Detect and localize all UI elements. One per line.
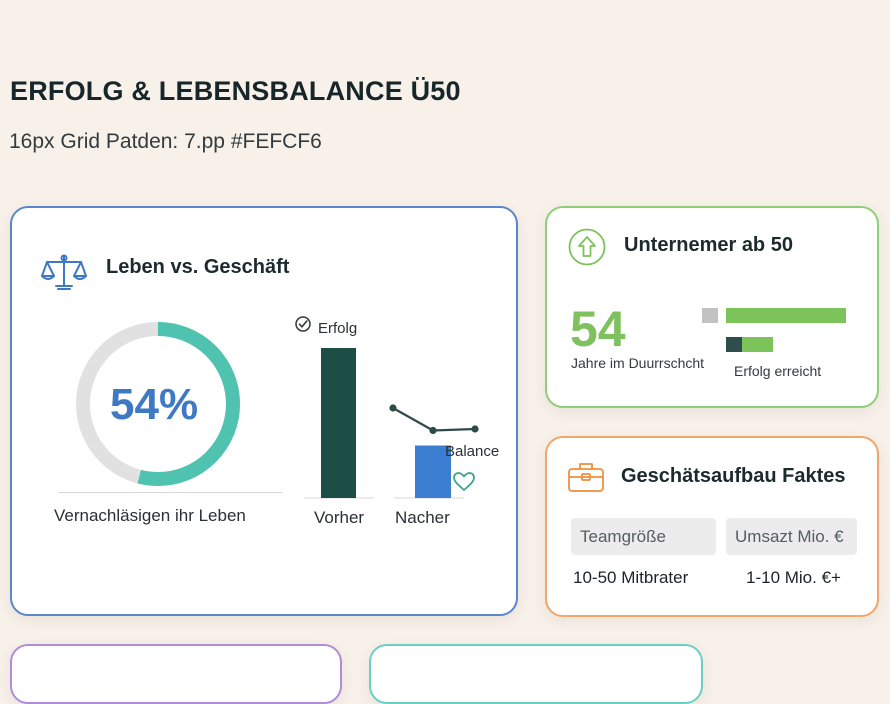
divider — [58, 492, 282, 493]
line-label-balance: Balance — [445, 443, 500, 460]
founder-age-caption: Jahre im Duurrschcht — [571, 355, 705, 371]
balance-point — [471, 425, 479, 433]
balance-point — [429, 426, 437, 435]
page-title: ERFOLG & LEBENSBALANCE Ü50 — [10, 76, 461, 106]
facts-card-title: Geschätsaufbau Faktes — [621, 465, 846, 487]
legend-erfolg: Erfolg — [318, 320, 358, 337]
fact-value-revenue: 1-10 Mio. €+ — [746, 568, 841, 587]
founder-bar-caption: Erfolg erreicht — [734, 363, 822, 379]
bottom-card-purple — [10, 644, 342, 704]
founder-card: Unternemer ab 50 54 Jahre im Duurrschcht… — [545, 206, 879, 408]
success-bar-full — [726, 308, 846, 323]
bar-vorher — [321, 348, 356, 498]
business-facts-card: Geschätsaufbau Faktes Teamgröße Umsazt M… — [545, 436, 879, 617]
check-circle-icon — [295, 316, 311, 332]
life-card-title: Leben vs. Geschäft — [106, 256, 290, 278]
life-balance-card: Leben vs. Geschäft 54% Vernachläsigen ih… — [10, 206, 518, 616]
success-bar-partial — [742, 337, 773, 352]
bottom-card-teal — [369, 644, 703, 704]
balance-scale-icon — [41, 254, 87, 290]
arrow-up-circle-icon — [568, 228, 606, 266]
donut-progress-arc — [76, 322, 240, 486]
neglect-life-donut — [76, 322, 240, 486]
category-label-vorher: Vorher — [314, 508, 365, 527]
page-subtitle: 16px Grid Patden: 7.pp #FEFCF6 — [9, 130, 322, 153]
fact-header-revenue: Umsazt Mio. € — [726, 518, 857, 555]
fact-header-team-size: Teamgröße — [571, 518, 716, 555]
success-balance-chart — [304, 348, 479, 499]
category-label-nacher: Nacher — [395, 508, 450, 527]
balance-point — [389, 404, 397, 412]
founder-card-title: Unternemer ab 50 — [624, 234, 793, 256]
founder-age-number: 54 — [570, 301, 626, 357]
heart-icon — [453, 472, 475, 491]
legend-marker-light — [702, 308, 718, 323]
legend-marker-dark — [726, 337, 742, 352]
donut-caption: Vernachläsigen ihr Leben — [54, 506, 246, 525]
donut-percentage: 54% — [110, 380, 199, 429]
briefcase-icon — [568, 463, 604, 492]
bar-nacher — [415, 445, 451, 498]
fact-value-team-size: 10-50 Mitbrater — [573, 568, 689, 587]
